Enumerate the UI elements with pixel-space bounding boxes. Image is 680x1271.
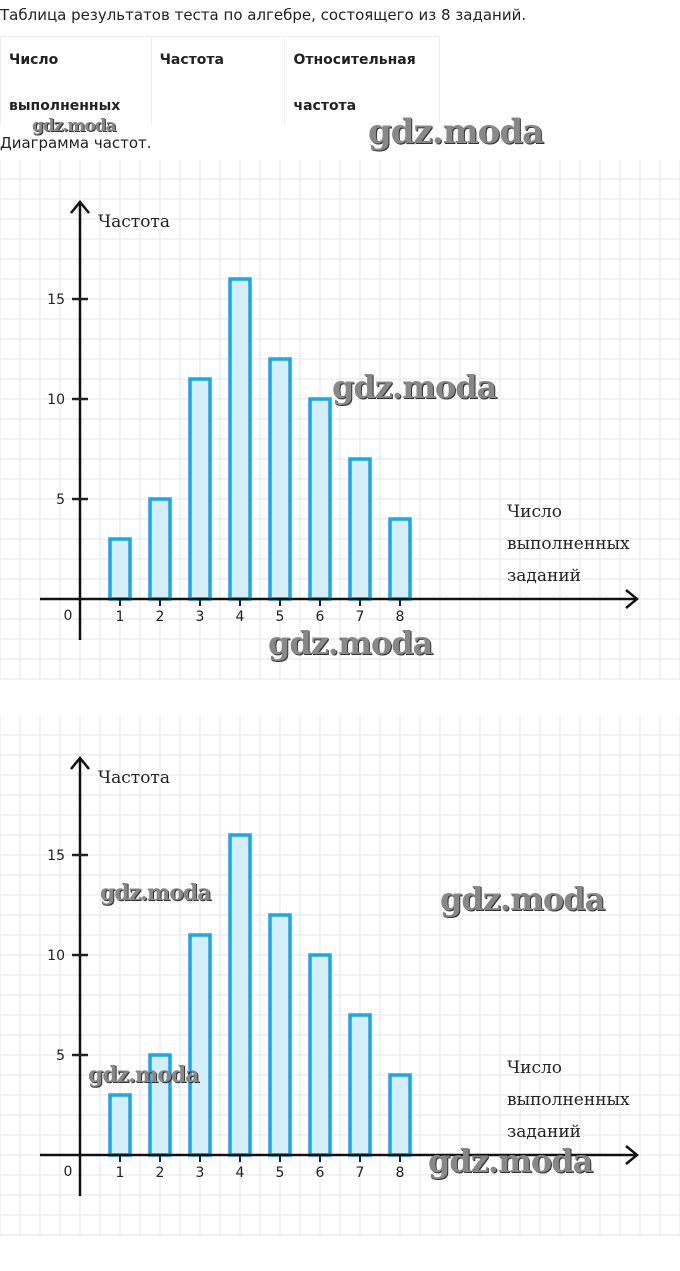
y-tick-label: 5 bbox=[56, 492, 65, 508]
watermark: gdz.moda bbox=[88, 1062, 200, 1088]
origin-label: 0 bbox=[64, 1164, 73, 1180]
header-text: частота bbox=[293, 98, 357, 114]
bar-7 bbox=[348, 1013, 372, 1157]
bar-1 bbox=[108, 537, 132, 601]
watermark: gdz.moda bbox=[32, 116, 117, 136]
x-tick-label: 2 bbox=[156, 609, 165, 625]
frequency-chart-2: 1 2 3 4 5 6 7 8 5 10 15 0 Частота Число выполненных зад… bbox=[0, 716, 680, 1236]
x-tick-label: 6 bbox=[316, 1165, 325, 1181]
bar-1 bbox=[108, 1093, 132, 1157]
x-axis-label: заданий bbox=[507, 1122, 581, 1142]
header-relative-frequency: Относительная частота bbox=[284, 36, 440, 124]
header-text: выполненных bbox=[9, 98, 121, 114]
watermark: gdz.moda bbox=[428, 1142, 593, 1180]
y-tick-label: 10 bbox=[47, 392, 65, 408]
bar-6 bbox=[308, 397, 332, 601]
y-axis-arrow-icon bbox=[70, 756, 90, 770]
x-tick-label: 3 bbox=[196, 609, 205, 625]
x-tick-label: 7 bbox=[356, 1165, 365, 1181]
x-tick-label: 6 bbox=[316, 609, 325, 625]
bar-8 bbox=[388, 517, 412, 601]
bar-3 bbox=[188, 933, 212, 1157]
y-tick-label: 15 bbox=[47, 292, 65, 308]
y-tick-label: 15 bbox=[47, 848, 65, 864]
bar-4 bbox=[228, 277, 252, 601]
y-tick-label: 10 bbox=[47, 948, 65, 964]
x-axis-label: заданий bbox=[507, 566, 581, 586]
x-axis-label: выполненных bbox=[507, 1090, 630, 1110]
chart-caption: Диаграмма частот. bbox=[0, 134, 152, 152]
x-tick-label: 4 bbox=[236, 1165, 245, 1181]
x-tick-label: 8 bbox=[396, 1165, 405, 1181]
header-text: Относительная bbox=[293, 52, 416, 68]
bar-5 bbox=[268, 913, 292, 1157]
y-axis-arrow-icon bbox=[70, 200, 90, 214]
watermark: gdz.moda bbox=[332, 368, 497, 406]
x-tick-label: 3 bbox=[196, 1165, 205, 1181]
intro-text: Таблица результатов теста по алгебре, со… bbox=[0, 6, 527, 24]
x-axis-arrow-icon bbox=[625, 1145, 639, 1165]
x-tick-label: 1 bbox=[116, 609, 125, 625]
bar-2 bbox=[148, 497, 172, 601]
watermark: gdz.moda bbox=[100, 880, 212, 906]
bar-8 bbox=[388, 1073, 412, 1157]
x-tick-label: 7 bbox=[356, 609, 365, 625]
x-tick-label: 5 bbox=[276, 1165, 285, 1181]
bar-5 bbox=[268, 357, 292, 601]
bar-7 bbox=[348, 457, 372, 601]
x-tick-label: 1 bbox=[116, 1165, 125, 1181]
x-axis-label: выполненных bbox=[507, 534, 630, 554]
x-tick-label: 2 bbox=[156, 1165, 165, 1181]
watermark: gdz.moda bbox=[440, 880, 605, 918]
frequency-chart-1: 1 2 3 4 5 6 7 8 5 10 15 0 Частота Число выполненных зад… bbox=[0, 160, 680, 680]
x-tick-label: 8 bbox=[396, 609, 405, 625]
header-text: Число bbox=[9, 52, 59, 68]
header-frequency: Частота bbox=[150, 36, 286, 124]
watermark: gdz.moda bbox=[268, 624, 433, 662]
y-axis-label: Частота bbox=[98, 212, 170, 232]
x-tick-label: 5 bbox=[276, 609, 285, 625]
y-axis-label: Частота bbox=[98, 768, 170, 788]
bar-4 bbox=[228, 833, 252, 1157]
watermark: gdz.moda bbox=[368, 112, 544, 152]
x-axis-label: Число bbox=[507, 502, 562, 522]
results-table: Число выполненных Частота Относительная ча… bbox=[0, 36, 440, 124]
bar-3 bbox=[188, 377, 212, 601]
origin-label: 0 bbox=[64, 608, 73, 624]
x-axis-label: Число bbox=[507, 1058, 562, 1078]
x-tick-label: 4 bbox=[236, 609, 245, 625]
header-text: Частота bbox=[159, 52, 224, 68]
bar-6 bbox=[308, 953, 332, 1157]
y-tick-label: 5 bbox=[56, 1048, 65, 1064]
x-axis-arrow-icon bbox=[625, 589, 639, 609]
header-count: Число выполненных bbox=[0, 36, 152, 124]
